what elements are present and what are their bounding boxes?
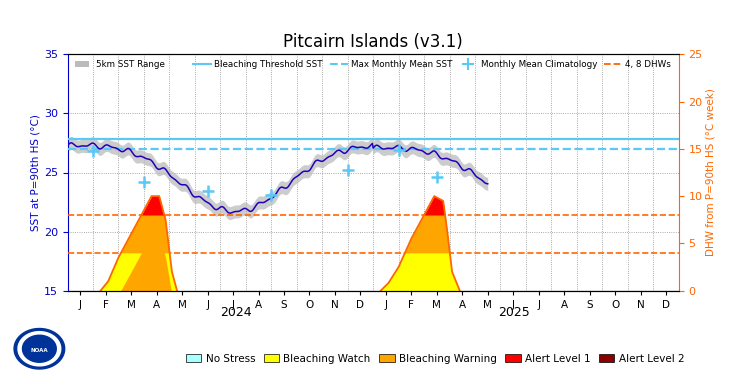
Text: 2024: 2024 (220, 306, 252, 319)
Y-axis label: DHW from P=90th HS (°C week): DHW from P=90th HS (°C week) (705, 88, 716, 256)
Polygon shape (14, 328, 64, 369)
Title: Pitcairn Islands (v3.1): Pitcairn Islands (v3.1) (284, 33, 463, 51)
Polygon shape (22, 335, 56, 362)
Y-axis label: SST at P=90th HS (°C): SST at P=90th HS (°C) (31, 114, 40, 231)
Text: 2025: 2025 (498, 306, 530, 319)
Legend: No Stress, Bleaching Watch, Bleaching Warning, Alert Level 1, Alert Level 2: No Stress, Bleaching Watch, Bleaching Wa… (182, 350, 688, 368)
Polygon shape (18, 332, 61, 366)
Legend: 5km SST Range: 5km SST Range (72, 56, 168, 72)
Text: NOAA: NOAA (31, 348, 48, 354)
